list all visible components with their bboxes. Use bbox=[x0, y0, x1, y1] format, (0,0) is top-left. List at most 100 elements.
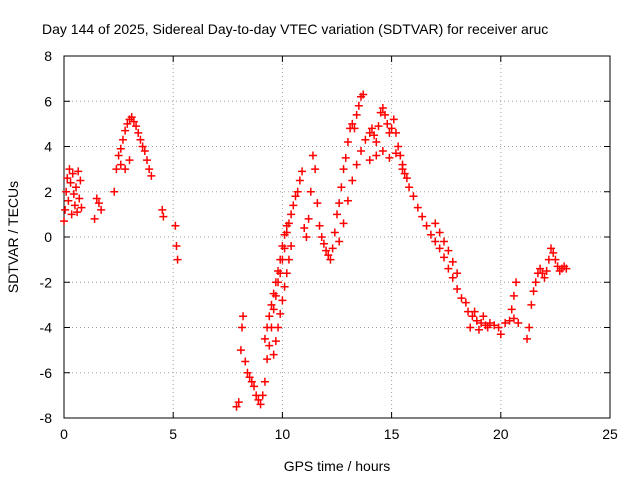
data-point bbox=[562, 264, 571, 273]
data-point bbox=[385, 153, 394, 162]
data-point bbox=[287, 242, 296, 251]
data-point bbox=[431, 219, 440, 228]
data-point bbox=[234, 398, 243, 407]
data-point bbox=[243, 368, 252, 377]
y-tick-label: 6 bbox=[44, 93, 52, 109]
data-point bbox=[512, 278, 521, 287]
data-point bbox=[509, 291, 518, 300]
data-point bbox=[509, 314, 518, 323]
data-point bbox=[237, 323, 246, 332]
data-point bbox=[547, 244, 556, 253]
data-point bbox=[339, 219, 348, 228]
data-point bbox=[527, 300, 536, 309]
data-point bbox=[67, 210, 76, 219]
data-point bbox=[75, 194, 84, 203]
data-point bbox=[426, 230, 435, 239]
axis-ticks: 0 5 10 15 20 25 -8 -6 -4 -2 0 2 4 6 8 bbox=[40, 48, 618, 442]
data-point bbox=[97, 205, 106, 214]
data-point bbox=[483, 323, 492, 332]
data-point bbox=[293, 187, 302, 196]
data-point bbox=[263, 355, 272, 364]
data-point bbox=[265, 312, 274, 321]
data-point bbox=[394, 142, 403, 151]
data-point bbox=[112, 165, 121, 174]
data-point bbox=[276, 255, 285, 264]
data-point bbox=[466, 323, 475, 332]
data-point bbox=[74, 167, 83, 176]
data-point bbox=[311, 165, 320, 174]
data-point bbox=[172, 242, 181, 251]
data-point bbox=[418, 212, 427, 221]
data-point bbox=[263, 323, 272, 332]
data-point bbox=[431, 237, 440, 246]
data-point bbox=[523, 334, 532, 343]
data-point bbox=[383, 119, 392, 128]
data-point bbox=[551, 255, 560, 264]
data-point bbox=[232, 402, 241, 411]
x-tick-label: 15 bbox=[384, 426, 400, 442]
data-point bbox=[92, 194, 101, 203]
data-point bbox=[125, 156, 134, 165]
data-point bbox=[494, 323, 503, 332]
data-point bbox=[461, 298, 470, 307]
data-point bbox=[398, 165, 407, 174]
data-point bbox=[343, 196, 352, 205]
data-point bbox=[378, 104, 387, 113]
data-point bbox=[453, 285, 462, 294]
data-point bbox=[110, 187, 119, 196]
data-point bbox=[308, 151, 317, 160]
data-point bbox=[359, 90, 368, 99]
data-point bbox=[343, 137, 352, 146]
data-point bbox=[280, 282, 289, 291]
grid-lines bbox=[64, 56, 610, 418]
data-point bbox=[413, 203, 422, 212]
data-point bbox=[376, 108, 385, 117]
data-point bbox=[335, 237, 344, 246]
data-point bbox=[514, 318, 523, 327]
data-point bbox=[374, 122, 383, 131]
data-point bbox=[440, 237, 449, 246]
y-tick-label: -4 bbox=[40, 320, 53, 336]
data-point bbox=[282, 269, 291, 278]
data-point bbox=[70, 201, 79, 210]
data-point bbox=[123, 119, 132, 128]
data-point bbox=[507, 305, 516, 314]
data-points bbox=[60, 90, 571, 411]
data-point bbox=[330, 228, 339, 237]
data-point bbox=[490, 321, 499, 330]
data-point bbox=[453, 269, 462, 278]
data-point bbox=[267, 300, 276, 309]
data-point bbox=[69, 190, 78, 199]
data-point bbox=[422, 221, 431, 230]
data-point bbox=[372, 137, 381, 146]
data-point bbox=[121, 126, 130, 135]
data-point bbox=[470, 307, 479, 316]
data-point bbox=[134, 128, 143, 137]
data-point bbox=[298, 167, 307, 176]
data-point bbox=[77, 203, 86, 212]
data-point bbox=[282, 221, 291, 230]
data-point bbox=[291, 192, 300, 201]
data-point bbox=[396, 151, 405, 160]
data-point bbox=[352, 160, 361, 169]
data-point bbox=[402, 174, 411, 183]
data-point bbox=[542, 266, 551, 275]
data-point bbox=[387, 124, 396, 133]
data-point bbox=[354, 101, 363, 110]
data-point bbox=[302, 233, 311, 241]
data-point bbox=[260, 377, 269, 386]
data-point bbox=[381, 110, 390, 119]
data-point bbox=[76, 176, 85, 185]
data-point bbox=[158, 205, 167, 214]
data-point bbox=[258, 391, 267, 400]
data-point bbox=[136, 135, 145, 144]
data-point bbox=[236, 346, 245, 355]
data-point bbox=[116, 160, 125, 169]
x-tick-label: 0 bbox=[60, 426, 68, 442]
data-point bbox=[278, 242, 287, 251]
data-point bbox=[241, 357, 250, 366]
data-point bbox=[269, 289, 278, 298]
data-point bbox=[337, 183, 346, 192]
data-point bbox=[477, 318, 486, 327]
